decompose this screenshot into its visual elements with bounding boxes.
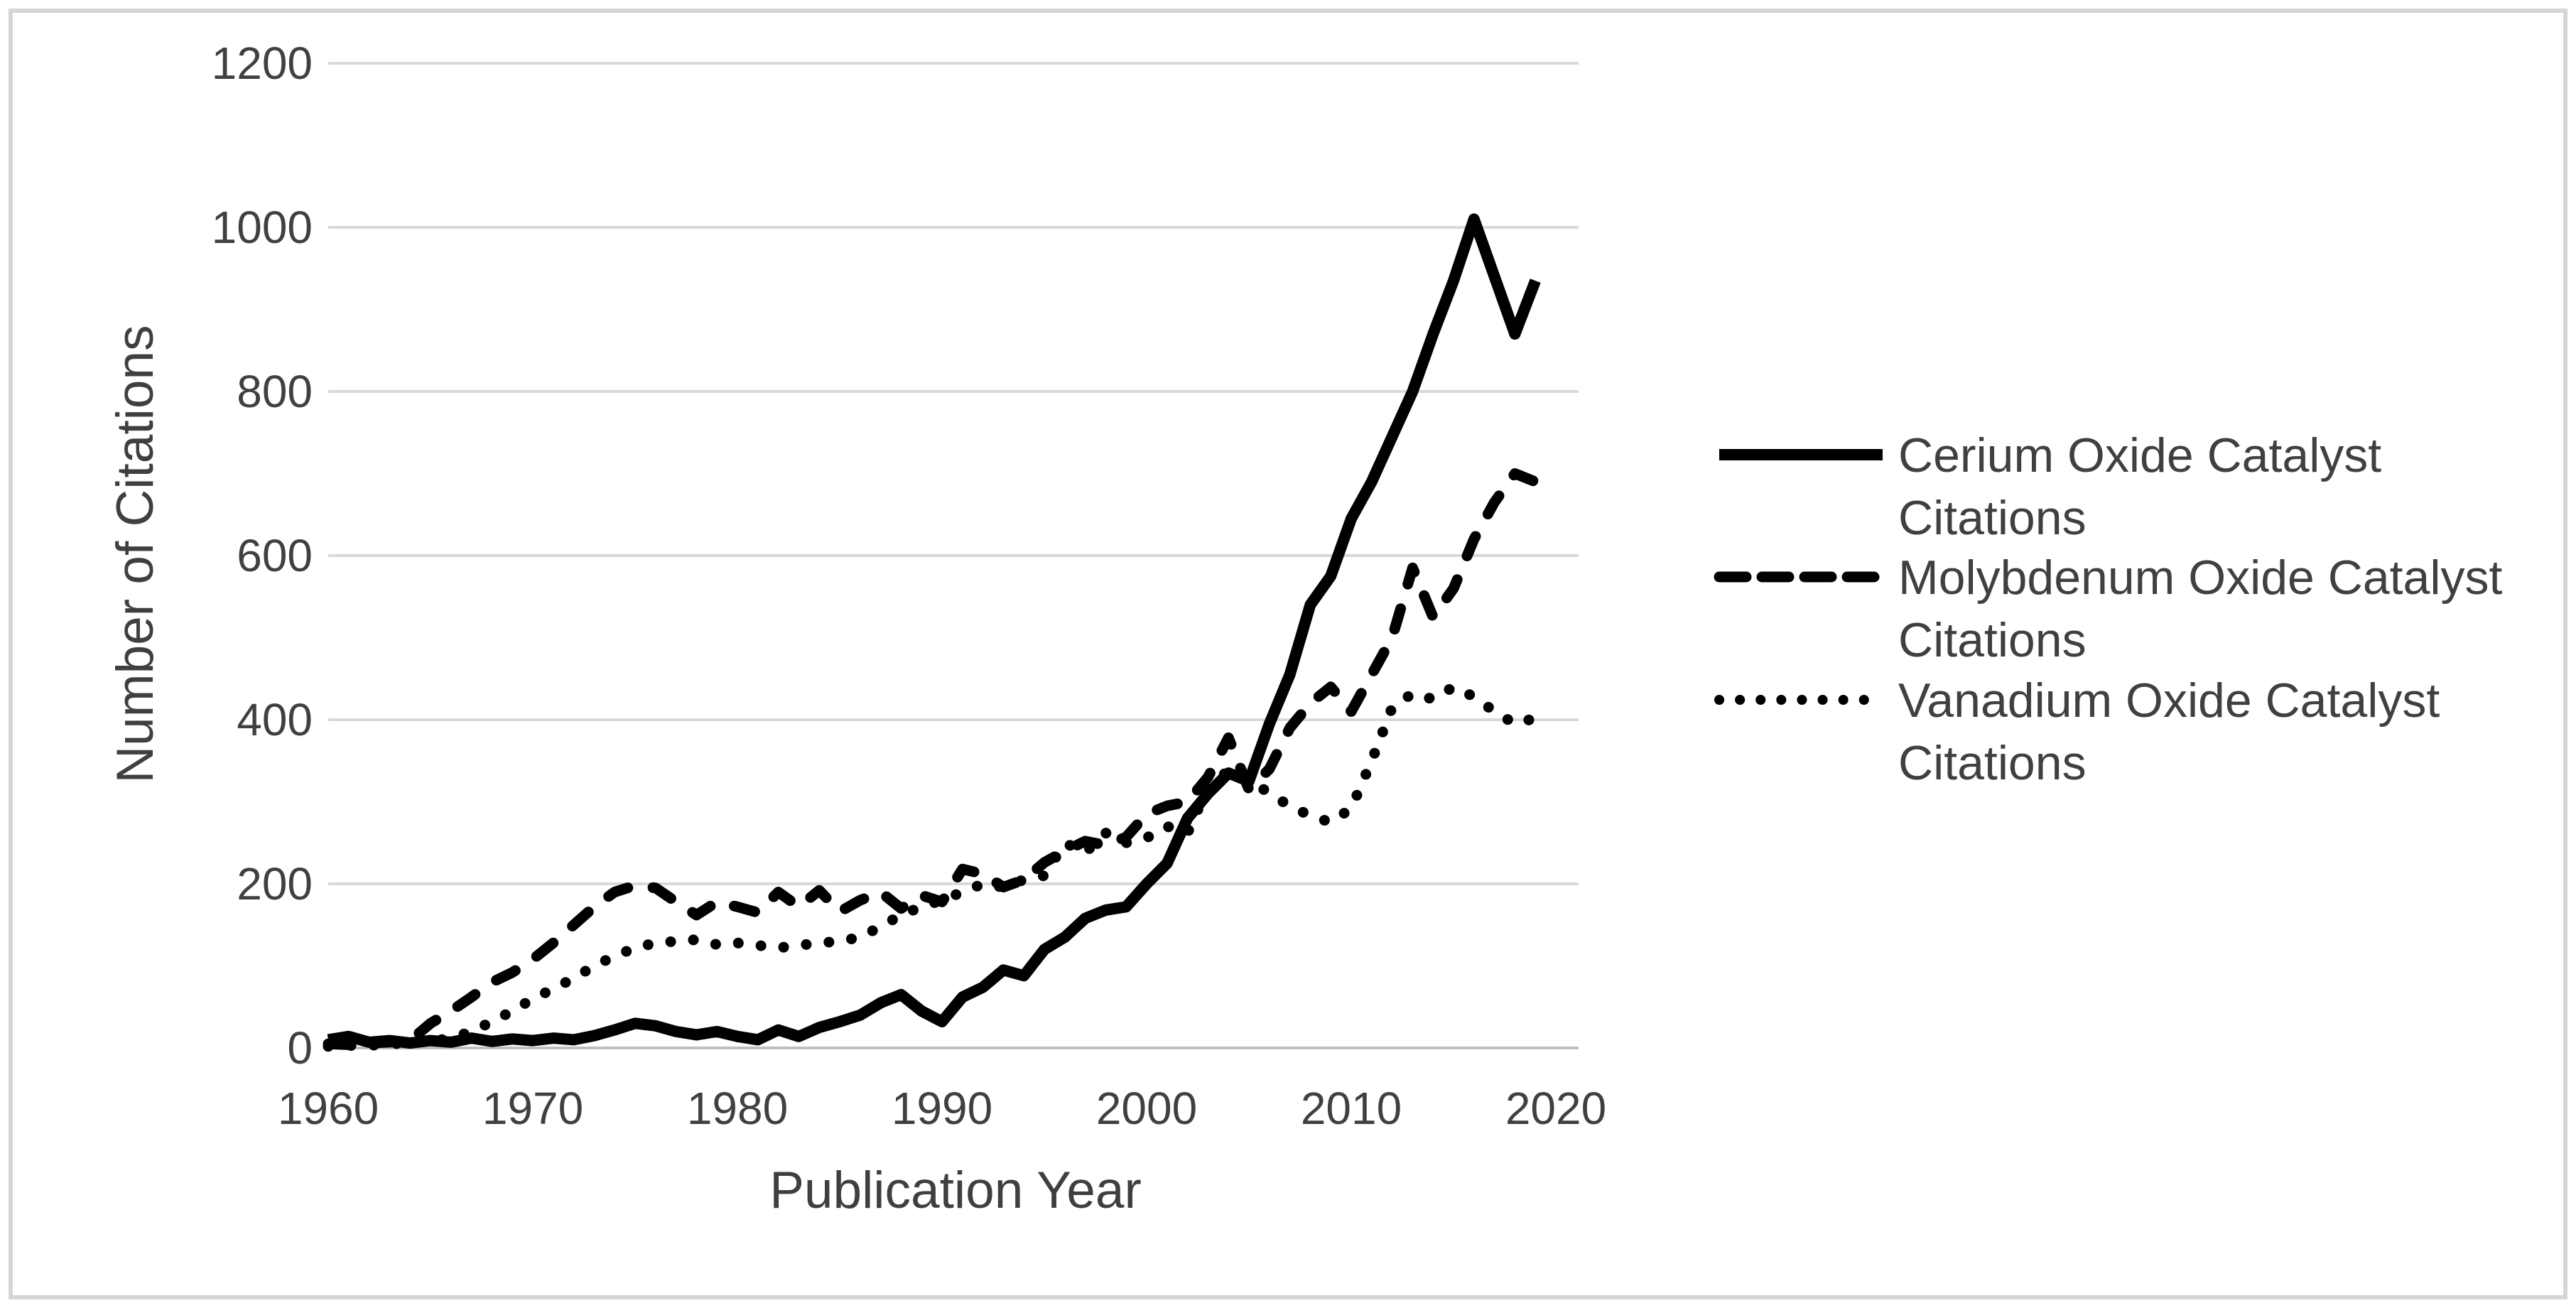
y-tick-label: 200 <box>237 858 313 909</box>
x-tick-label: 2010 <box>1301 1083 1402 1134</box>
legend-item: Molybdenum Oxide Catalyst Citations <box>1714 551 2502 667</box>
gridlines <box>328 62 1579 1049</box>
series-lines <box>323 213 1541 1052</box>
x-axis-title: Publication Year <box>769 1162 1142 1219</box>
series-line-dotted <box>323 681 1541 1052</box>
y-axis-tick-labels: 0 200 400 600 800 1000 1200 <box>212 38 313 1074</box>
y-tick-label: 400 <box>237 694 313 745</box>
x-tick-label: 1970 <box>482 1083 583 1134</box>
legend-label: Molybdenum Oxide Catalyst Citations <box>1898 551 2502 667</box>
y-tick-label: 1200 <box>212 38 313 89</box>
x-tick-label: 1960 <box>278 1083 379 1134</box>
legend-label-line2: Citations <box>1898 613 2087 667</box>
x-tick-label: 1990 <box>892 1083 992 1134</box>
x-axis-tick-labels: 1960 1970 1980 1990 2000 2010 2020 <box>278 1083 1606 1134</box>
legend-label-line1: Cerium Oxide Catalyst <box>1898 428 2381 482</box>
legend-label-line2: Citations <box>1898 736 2087 790</box>
legend-item: Cerium Oxide Catalyst Citations <box>1719 428 2381 545</box>
legend-item: Vanadium Oxide Catalyst Citations <box>1714 674 2440 790</box>
legend-label-line2: Citations <box>1898 491 2087 545</box>
y-tick-label: 1000 <box>212 202 313 253</box>
legend-label: Vanadium Oxide Catalyst Citations <box>1898 674 2440 790</box>
x-tick-label: 2020 <box>1505 1083 1606 1134</box>
y-tick-label: 800 <box>237 366 313 417</box>
figure-border <box>9 9 2567 1299</box>
x-tick-label: 1980 <box>687 1083 788 1134</box>
x-tick-label: 2000 <box>1096 1083 1197 1134</box>
legend: Cerium Oxide Catalyst CitationsMolybdenum… <box>1714 428 2502 790</box>
y-axis-title: Number of Citations <box>107 325 164 783</box>
legend-label-line1: Molybdenum Oxide Catalyst <box>1898 551 2502 605</box>
legend-label-line1: Vanadium Oxide Catalyst <box>1898 674 2440 728</box>
series-line-solid <box>327 213 1541 1049</box>
y-tick-label: 600 <box>237 530 313 581</box>
y-tick-label: 0 <box>287 1022 313 1074</box>
legend-label: Cerium Oxide Catalyst Citations <box>1898 428 2381 545</box>
